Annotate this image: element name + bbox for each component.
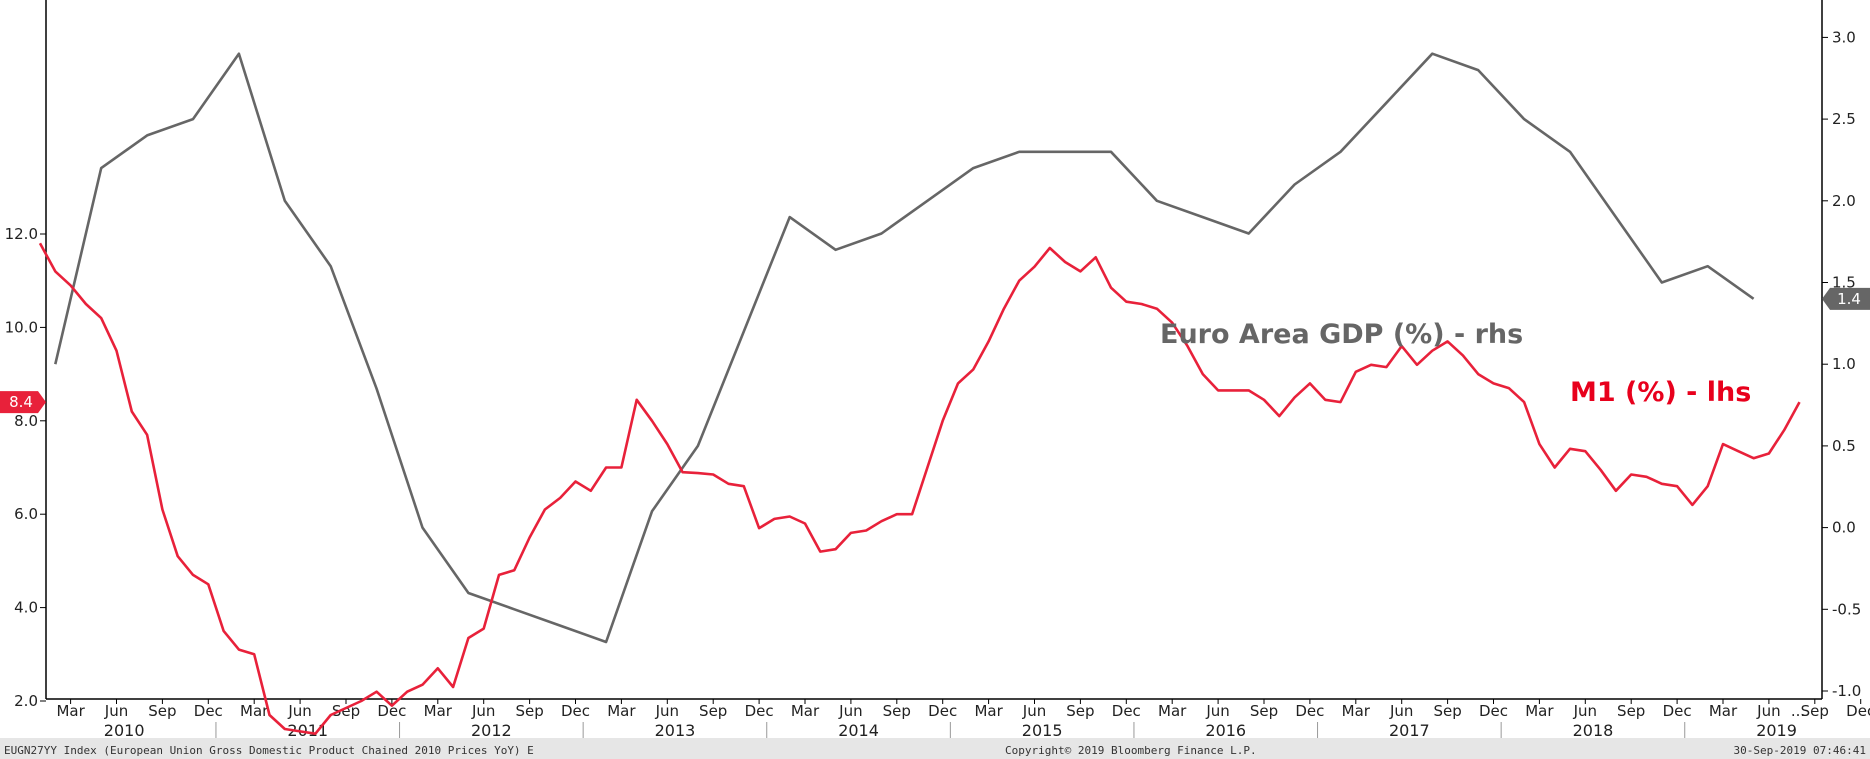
right-tick-label: -1.0 <box>1832 682 1861 700</box>
left-tick-label: 2.0 <box>14 692 38 710</box>
x-month-label: Sep <box>883 702 911 720</box>
right-tick-label: 0.0 <box>1832 519 1856 537</box>
x-year-label: 2015 <box>1022 721 1063 740</box>
footer-index-description: EUGN27YY Index (European Union Gross Dom… <box>4 744 534 757</box>
left-tick-label: 6.0 <box>14 505 38 523</box>
x-month-label: Dec <box>1295 702 1324 720</box>
x-year-label: 2011 <box>287 721 328 740</box>
left-tick-label: 4.0 <box>14 599 38 617</box>
x-month-label: Sep <box>1617 702 1645 720</box>
x-month-label: Jun <box>1022 702 1046 720</box>
x-month-label: Jun <box>1389 702 1413 720</box>
x-month-label: Sep <box>515 702 543 720</box>
gdp-last-value-badge: 1.4 <box>1822 287 1870 310</box>
x-month-label: Dec <box>194 702 223 720</box>
x-month-label: Jun <box>471 702 495 720</box>
x-month-label: Mar <box>791 702 820 720</box>
x-month-label: Mar <box>424 702 453 720</box>
x-month-label: Mar <box>1709 702 1738 720</box>
x-year-label: 2012 <box>471 721 512 740</box>
m1-last-value-text: 8.4 <box>9 393 33 411</box>
x-month-label: Dec <box>1846 702 1870 720</box>
x-month-label: Jun <box>104 702 128 720</box>
m1-last-value-badge: 8.4 <box>0 391 46 414</box>
left-axis-ticks: 2.0 4.0 6.0 8.0 10.0 12.0 <box>5 225 46 710</box>
x-month-label: Mar <box>974 702 1003 720</box>
x-month-label: Sep <box>1801 702 1829 720</box>
x-month-label: Mar <box>1342 702 1371 720</box>
annotation-euro-area-gdp: Euro Area GDP (%) - rhs <box>1160 319 1523 350</box>
x-year-label: 2018 <box>1573 721 1614 740</box>
annotation-m1: M1 (%) - lhs <box>1570 377 1751 408</box>
x-month-label: Dec <box>745 702 774 720</box>
x-year-label: 2013 <box>655 721 696 740</box>
x-year-label: 2010 <box>104 721 145 740</box>
x-year-label: 2016 <box>1205 721 1246 740</box>
x-month-label: Jun <box>287 702 311 720</box>
right-tick-label: 2.0 <box>1832 192 1856 210</box>
series-line-m1 <box>38 242 1801 735</box>
x-month-label: Jun <box>655 702 679 720</box>
x-month-label: Sep <box>699 702 727 720</box>
x-month-label: Jun <box>1756 702 1780 720</box>
x-month-label: Dec <box>1663 702 1692 720</box>
x-year-label: 2017 <box>1389 721 1430 740</box>
left-tick-label: 12.0 <box>5 225 38 243</box>
x-month-label: Mar <box>1525 702 1554 720</box>
x-month-label: Jun <box>1205 702 1229 720</box>
x-month-label: Jun <box>1573 702 1597 720</box>
footer-bar <box>0 738 1870 759</box>
x-month-label: Dec <box>561 702 590 720</box>
right-axis-ticks: -1.0 -0.5 0.0 0.5 1.0 1.5 2.0 2.5 3.0 <box>1822 28 1861 700</box>
x-month-label: Mar <box>1158 702 1187 720</box>
footer-copyright: Copyright© 2019 Bloomberg Finance L.P. <box>1005 744 1257 757</box>
x-month-label: Sep <box>148 702 176 720</box>
gdp-last-value-text: 1.4 <box>1837 290 1861 308</box>
x-month-label: Sep <box>1250 702 1278 720</box>
right-tick-label: 3.0 <box>1832 28 1856 46</box>
x-month-label: Dec <box>1479 702 1508 720</box>
x-year-label: 2019 <box>1756 721 1797 740</box>
x-month-label: Mar <box>240 702 269 720</box>
footer-timestamp: 30-Sep-2019 07:46:41 <box>1734 744 1866 757</box>
left-tick-label: 8.0 <box>14 412 38 430</box>
right-tick-label: -0.5 <box>1832 600 1861 618</box>
x-month-label: Dec <box>1112 702 1141 720</box>
x-axis-ellipsis: ... <box>1791 702 1805 720</box>
x-month-label: Mar <box>56 702 85 720</box>
x-month-label: Dec <box>928 702 957 720</box>
x-month-label: Dec <box>377 702 406 720</box>
x-axis-ticks: Mar Jun Sep Dec Mar Jun Sep Dec Mar Jun Sep Dec Mar J… <box>56 699 1870 740</box>
right-tick-label: 1.5 <box>1832 274 1856 292</box>
x-month-label: Jun <box>838 702 862 720</box>
x-month-label: Mar <box>607 702 636 720</box>
right-tick-label: 1.0 <box>1832 355 1856 373</box>
x-month-label: Sep <box>1433 702 1461 720</box>
x-month-label: Sep <box>1066 702 1094 720</box>
right-tick-label: 0.5 <box>1832 437 1856 455</box>
x-year-label: 2014 <box>838 721 879 740</box>
right-tick-label: 2.5 <box>1832 110 1856 128</box>
left-tick-label: 10.0 <box>5 318 38 336</box>
series-line-euro-area-gdp <box>54 52 1755 644</box>
x-month-label: Sep <box>332 702 360 720</box>
